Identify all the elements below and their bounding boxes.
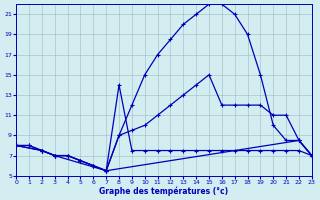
X-axis label: Graphe des températures (°c): Graphe des températures (°c) <box>100 186 228 196</box>
